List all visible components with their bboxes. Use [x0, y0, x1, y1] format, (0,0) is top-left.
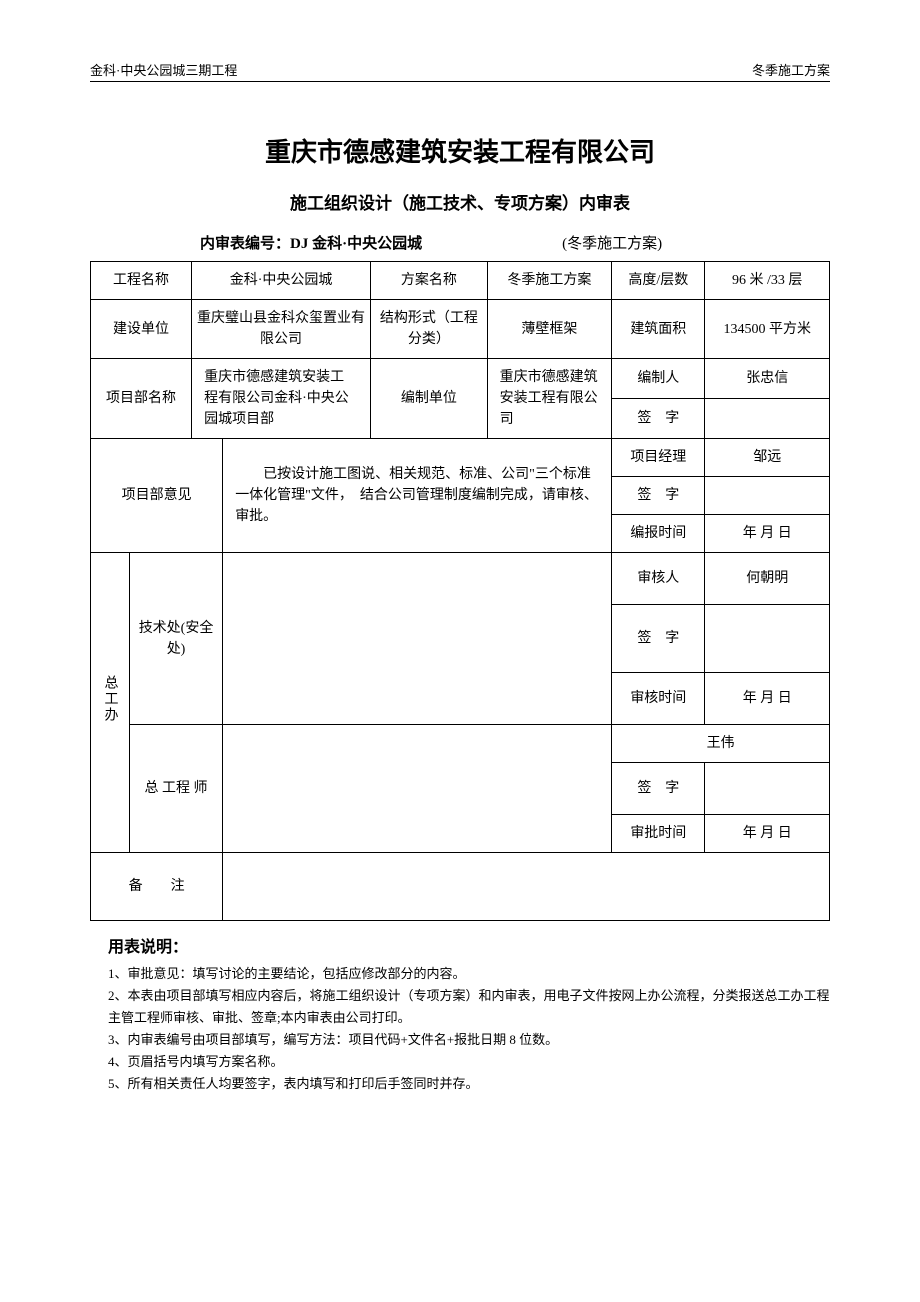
value-dept-name: 重庆市德感建筑安装工程有限公司金科·中央公园城项目部 [192, 359, 371, 439]
value-height-floors: 96 米 /33 层 [705, 262, 830, 300]
value-sign-1 [705, 399, 830, 439]
value-opinion-text: 已按设计施工图说、相关规范、标准、公司"三个标准一体化管理"文件， 结合公司管理… [223, 439, 612, 553]
value-project-manager: 邹远 [705, 439, 830, 477]
label-height-floors: 高度/层数 [612, 262, 705, 300]
label-building-area: 建筑面积 [612, 300, 705, 359]
note-item: 1、审批意见：填写讨论的主要结论，包括应修改部分的内容。 [108, 963, 830, 985]
label-tech-office: 技术处(安全处) [129, 553, 222, 725]
label-compile-unit: 编制单位 [370, 359, 487, 439]
note-item: 4、页眉括号内填写方案名称。 [108, 1051, 830, 1073]
note-item: 2、本表由项目部填写相应内容后，将施工组织设计（专项方案）和内审表，用电子文件按… [108, 985, 830, 1029]
approval-table: 工程名称 金科·中央公园城 方案名称 冬季施工方案 高度/层数 96 米 /33… [90, 261, 830, 921]
page-header: 金科·中央公园城三期工程 冬季施工方案 [90, 60, 830, 82]
value-plan-name: 冬季施工方案 [487, 262, 611, 300]
note-item: 5、所有相关责任人均要签字，表内填写和打印后手签同时并存。 [108, 1073, 830, 1095]
value-sign-4 [705, 763, 830, 815]
header-left: 金科·中央公园城三期工程 [90, 60, 237, 79]
value-report-time: 年 月 日 [705, 515, 830, 553]
label-approval-time: 审批时间 [612, 815, 705, 853]
label-reviewer: 审核人 [612, 553, 705, 605]
form-number-paren: (冬季施工方案) [562, 232, 662, 253]
label-chief-engineer: 总 工程 师 [129, 725, 222, 853]
value-compiler: 张忠信 [705, 359, 830, 399]
header-right: 冬季施工方案 [752, 60, 830, 79]
label-sign-3: 签 字 [612, 605, 705, 673]
label-general-office: 总工办 [91, 553, 130, 853]
value-approval-time: 年 月 日 [705, 815, 830, 853]
label-report-time: 编报时间 [612, 515, 705, 553]
label-plan-name: 方案名称 [370, 262, 487, 300]
label-sign-2: 签 字 [612, 477, 705, 515]
label-remarks: 备 注 [91, 853, 223, 921]
value-construction-unit: 重庆璧山县金科众玺置业有限公司 [192, 300, 371, 359]
form-number-row: 内审表编号： DJ 金科·中央公园城 (冬季施工方案) [90, 232, 830, 253]
label-project-name: 工程名称 [91, 262, 192, 300]
label-review-time: 审核时间 [612, 673, 705, 725]
label-project-manager: 项目经理 [612, 439, 705, 477]
value-sign-3 [705, 605, 830, 673]
value-remarks [223, 853, 830, 921]
label-dept-name: 项目部名称 [91, 359, 192, 439]
value-sign-2 [705, 477, 830, 515]
notes-list: 1、审批意见：填写讨论的主要结论，包括应修改部分的内容。 2、本表由项目部填写相… [90, 963, 830, 1096]
label-dept-opinion: 项目部意见 [91, 439, 223, 553]
label-compiler: 编制人 [612, 359, 705, 399]
label-structure-form: 结构形式（工程分类） [370, 300, 487, 359]
company-title: 重庆市德感建筑安装工程有限公司 [90, 132, 830, 169]
tech-office-content [223, 553, 612, 725]
chief-engineer-content [223, 725, 612, 853]
form-subtitle: 施工组织设计（施工技术、专项方案）内审表 [90, 189, 830, 214]
label-construction-unit: 建设单位 [91, 300, 192, 359]
value-project-name: 金科·中央公园城 [192, 262, 371, 300]
label-sign-4: 签 字 [612, 763, 705, 815]
form-number-code: DJ 金科·中央公园城 [290, 232, 422, 253]
value-reviewer: 何朝明 [705, 553, 830, 605]
note-item: 3、内审表编号由项目部填写，编写方法：项目代码+文件名+报批日期 8 位数。 [108, 1029, 830, 1051]
value-review-time: 年 月 日 [705, 673, 830, 725]
value-building-area: 134500 平方米 [705, 300, 830, 359]
value-chief-engineer-name: 王伟 [612, 725, 830, 763]
form-number-label: 内审表编号： [200, 232, 290, 253]
notes-title: 用表说明： [90, 933, 830, 957]
label-sign-1: 签 字 [612, 399, 705, 439]
value-compile-unit: 重庆市德感建筑安装工程有限公司 [487, 359, 611, 439]
value-structure-form: 薄壁框架 [487, 300, 611, 359]
